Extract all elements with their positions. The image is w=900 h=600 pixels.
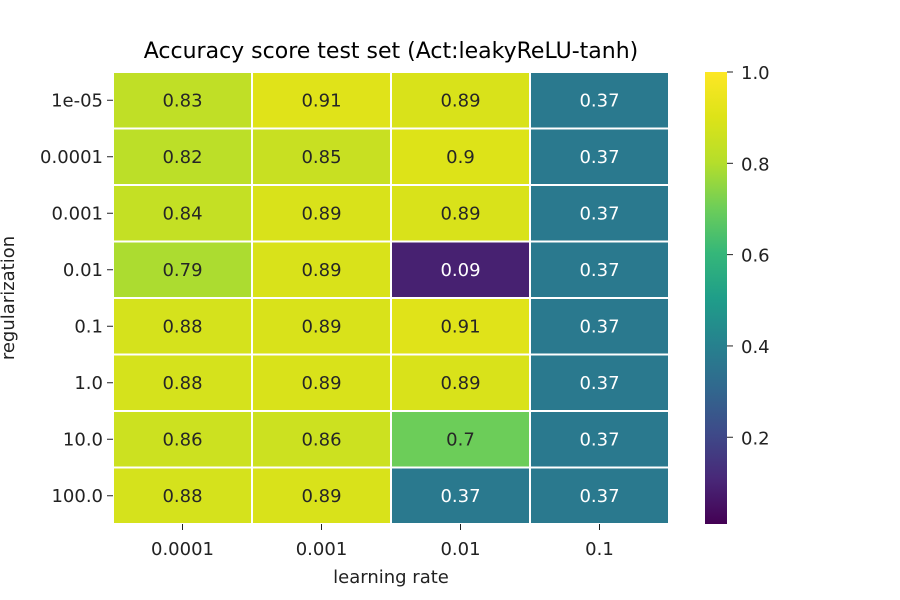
cell-value-label: 0.83 — [162, 90, 202, 111]
colorbar-tick-label: 1.0 — [741, 63, 770, 84]
y-tick-label: 1.0 — [74, 373, 103, 394]
cell-value-label: 0.37 — [579, 486, 619, 507]
x-tick-label: 0.1 — [585, 539, 614, 560]
heatmap-cell — [529, 71, 670, 130]
colorbar-tick-label: 0.2 — [741, 428, 770, 449]
heatmap-cell — [529, 297, 670, 356]
cell-value-label: 0.86 — [301, 429, 341, 450]
heatmap-cell — [251, 240, 392, 299]
heatmap-cell — [251, 353, 392, 412]
y-tick-label: 0.1 — [74, 316, 103, 337]
y-tick-label: 100.0 — [51, 486, 103, 507]
cell-value-label: 0.89 — [301, 486, 341, 507]
cell-value-label: 0.09 — [440, 260, 480, 281]
colorbar-tick-label: 0.6 — [741, 246, 770, 267]
cell-value-label: 0.88 — [162, 373, 202, 394]
cell-value-label: 0.37 — [579, 373, 619, 394]
cell-value-label: 0.37 — [579, 260, 619, 281]
y-tick-label: 0.01 — [63, 260, 103, 281]
cell-value-label: 0.88 — [162, 486, 202, 507]
x-tick-label: 0.001 — [296, 539, 348, 560]
y-tick-labels: 1e-05 0.0001 0.001 0.01 0.1 1.0 10.0 100.0 — [40, 90, 113, 507]
chart-title: Accuracy score test set (Act:leakyReLU-t… — [144, 39, 639, 64]
cell-value-label: 0.37 — [440, 486, 480, 507]
heatmap-cell — [529, 240, 670, 299]
colorbar-ticks: 0.2 0.4 0.6 0.8 1.0 — [727, 63, 770, 449]
cell-value-label: 0.89 — [440, 373, 480, 394]
heatmap-cell — [112, 466, 253, 525]
cell-value-label: 0.85 — [301, 147, 341, 168]
heatmap-cell — [390, 410, 531, 469]
heatmap-cell — [251, 297, 392, 356]
cell-value-label: 0.37 — [579, 316, 619, 337]
x-tick-label: 0.01 — [440, 539, 480, 560]
y-tick-label: 1e-05 — [51, 90, 103, 111]
heatmap-cell — [390, 466, 531, 525]
cell-value-label: 0.89 — [301, 260, 341, 281]
cell-value-label: 0.84 — [162, 203, 202, 224]
cell-value-label: 0.88 — [162, 316, 202, 337]
cell-value-label: 0.91 — [301, 90, 341, 111]
cell-value-label: 0.79 — [162, 260, 202, 281]
heatmap-cell — [251, 71, 392, 130]
x-tick-label: 0.0001 — [151, 539, 214, 560]
cell-value-label: 0.89 — [301, 203, 341, 224]
cell-value-label: 0.91 — [440, 316, 480, 337]
cell-value-label: 0.89 — [301, 316, 341, 337]
heatmap-cell — [529, 353, 670, 412]
colorbar-tick-label: 0.8 — [741, 154, 770, 175]
heatmap-cell — [390, 353, 531, 412]
colorbar — [705, 72, 727, 524]
cell-value-label: 0.86 — [162, 429, 202, 450]
cell-value-label: 0.37 — [579, 429, 619, 450]
cell-value-label: 0.9 — [446, 147, 475, 168]
heatmap-cell — [529, 127, 670, 186]
cell-value-label: 0.37 — [579, 147, 619, 168]
colorbar-tick-label: 0.4 — [741, 337, 770, 358]
y-tick-label: 0.0001 — [40, 147, 103, 168]
x-axis-label: learning rate — [333, 567, 449, 588]
cell-value-label: 0.37 — [579, 90, 619, 111]
heatmap-cell — [112, 353, 253, 412]
y-tick-label: 10.0 — [63, 429, 103, 450]
cell-value-label: 0.82 — [162, 147, 202, 168]
y-tick-label: 0.001 — [51, 203, 103, 224]
y-axis-label: regularization — [0, 236, 19, 360]
heatmap-cells: 0.83 0.91 0.89 0.37 0.82 0.85 0.9 0.37 0.84 0.89 0… — [112, 71, 670, 525]
cell-value-label: 0.89 — [440, 203, 480, 224]
cell-value-label: 0.89 — [301, 373, 341, 394]
cell-value-label: 0.7 — [446, 429, 475, 450]
cell-value-label: 0.37 — [579, 203, 619, 224]
heatmap-cell — [251, 127, 392, 186]
heatmap-cell — [390, 297, 531, 356]
heatmap-cell — [529, 410, 670, 469]
heatmap-cell — [529, 184, 670, 243]
x-tick-labels: 0.0001 0.001 0.01 0.1 — [151, 524, 614, 560]
cell-value-label: 0.89 — [440, 90, 480, 111]
heatmap-cell — [251, 184, 392, 243]
